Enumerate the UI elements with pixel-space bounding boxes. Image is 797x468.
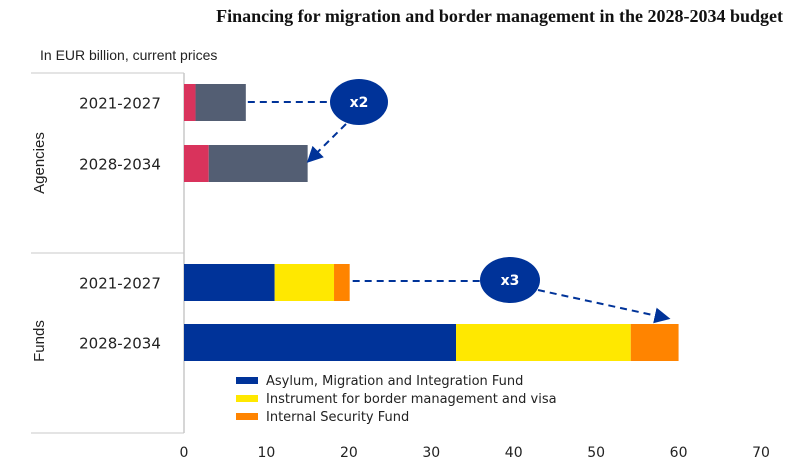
x-tick-label: 50 — [587, 445, 605, 461]
row-label: 2028-2034 — [79, 156, 161, 174]
legend-swatch — [236, 413, 258, 420]
bar-segment — [274, 264, 335, 301]
legend-swatch — [236, 377, 258, 384]
x-tick-label: 40 — [505, 445, 523, 461]
row-label: 2028-2034 — [79, 335, 161, 353]
group-label: Funds — [31, 320, 48, 362]
chart-subtitle: In EUR billion, current prices — [40, 47, 218, 63]
group-label: Agencies — [31, 132, 48, 194]
x-tick-label: 10 — [258, 445, 276, 461]
annotation-label: x2 — [350, 95, 369, 111]
bar-segment — [334, 264, 350, 301]
bar-segment — [456, 324, 631, 361]
x-tick-label: 20 — [340, 445, 358, 461]
legend-swatch — [236, 395, 258, 402]
bar-segment — [184, 84, 196, 121]
connector-arrow — [306, 123, 347, 163]
legend-label: Asylum, Migration and Integration Fund — [266, 374, 523, 389]
bar-segment — [630, 324, 679, 361]
connector-arrow — [537, 289, 671, 324]
row-label: 2021-2027 — [79, 95, 161, 113]
x-tick-label: 60 — [670, 445, 688, 461]
bar-segment — [208, 145, 308, 182]
x-tick-label: 30 — [422, 445, 440, 461]
legend-label: Internal Security Fund — [266, 410, 409, 425]
annotation-label: x3 — [501, 273, 520, 289]
bar-segment — [184, 324, 457, 361]
bar-segment — [184, 145, 209, 182]
bar-segment — [195, 84, 246, 121]
annotation-badge — [330, 79, 388, 125]
chart-title: Financing for migration and border manag… — [216, 6, 783, 26]
x-tick-label: 0 — [180, 445, 189, 461]
annotation-badge — [480, 257, 540, 303]
x-tick-label: 70 — [752, 445, 770, 461]
legend-label: Instrument for border management and vis… — [266, 392, 557, 407]
bar-segment — [184, 264, 275, 301]
row-label: 2021-2027 — [79, 275, 161, 293]
